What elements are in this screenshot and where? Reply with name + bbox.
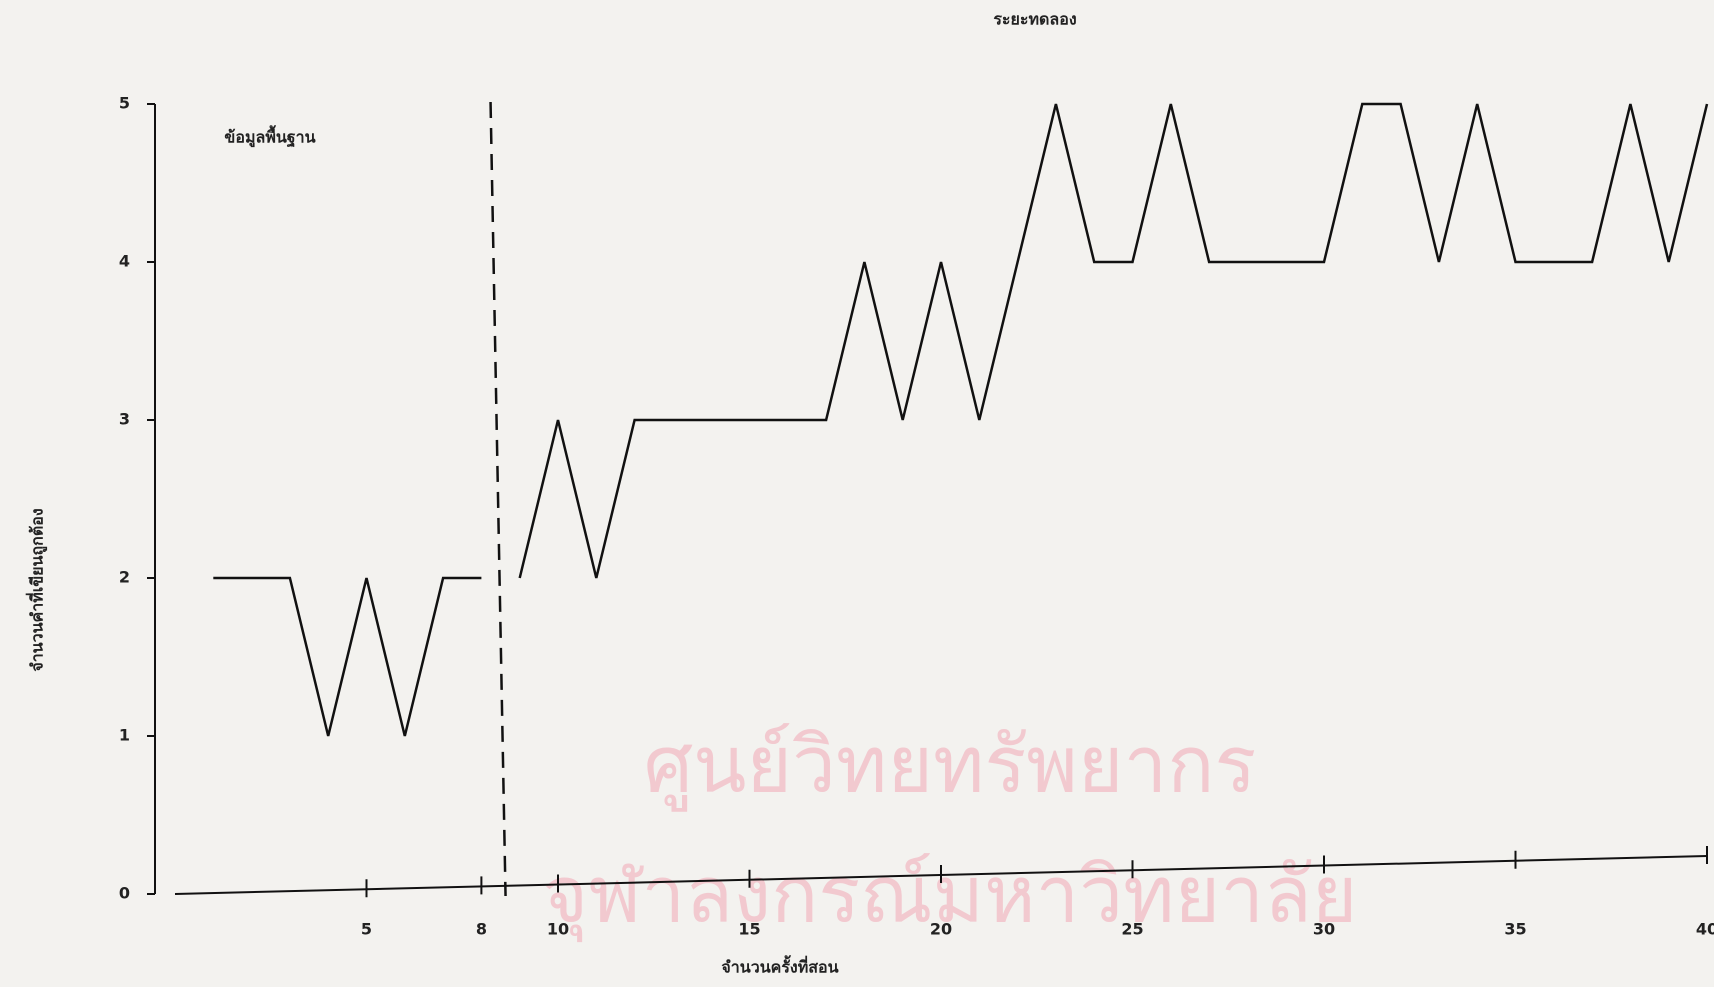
data-line	[518, 102, 1709, 579]
y-axis-label: จำนวนคำที่เขียนถูกต้อง	[26, 508, 49, 671]
phase-line	[489, 101, 507, 897]
y-tick-label: 0	[119, 884, 130, 903]
x-tick-label: 15	[738, 920, 760, 939]
x-tick-label: 25	[1121, 920, 1143, 939]
phase-title: ระยะทดลอง	[993, 10, 1076, 29]
watermark: จุฬาลงกรณ์มหาวิทยาลัย	[542, 850, 1357, 942]
y-tick-label: 5	[119, 94, 130, 113]
x-axis-label: จำนวนครั้งที่สอน	[721, 955, 838, 977]
x-tick-label: 10	[547, 920, 569, 939]
y-tick-label: 4	[119, 252, 130, 271]
x-tick-label: 8	[476, 920, 487, 939]
watermark: ศูนย์วิทยทรัพยากร	[644, 720, 1257, 811]
x-tick-label: 30	[1313, 920, 1335, 939]
baseline-label: ข้อมูลพื้นฐาน	[224, 125, 315, 149]
y-tick-label: 3	[119, 410, 130, 429]
data-line	[213, 576, 482, 737]
x-tick-label: 40	[1696, 920, 1714, 939]
x-tick-label: 35	[1504, 920, 1526, 939]
y-tick-label: 1	[119, 726, 130, 745]
y-tick-label: 2	[119, 568, 130, 587]
x-tick-label: 5	[361, 920, 372, 939]
x-tick-label: 20	[930, 920, 952, 939]
